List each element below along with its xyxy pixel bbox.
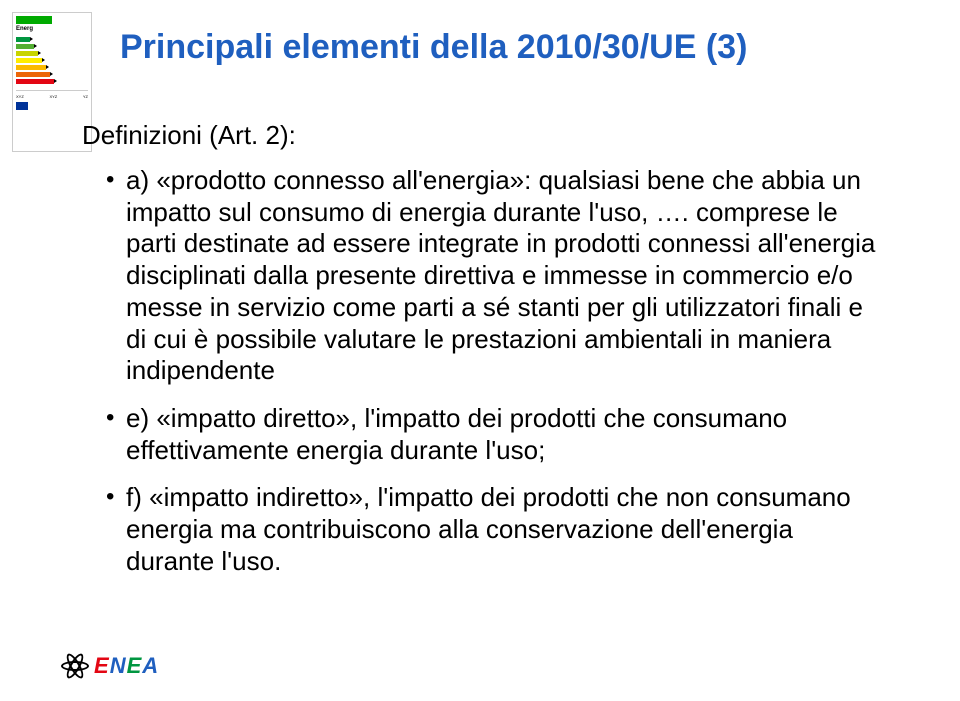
label-bottom-1: XYZ [16,94,24,99]
class-a-arrow [16,37,30,42]
class-g-arrow [16,79,54,84]
label-arrows [16,36,88,84]
bullet-list: a) «prodotto connesso all'energia»: qual… [82,165,882,578]
class-d-arrow [16,58,42,63]
label-bottom-3: YZ [83,94,88,99]
content-area: Definizioni (Art. 2): a) «prodotto conne… [82,120,882,594]
slide-title: Principali elementi della 2010/30/UE (3) [120,28,747,67]
class-e-arrow [16,65,46,70]
label-bottom: XYZ XYZ YZ [16,90,88,99]
energy-label-graphic: Energ XYZ XYZ YZ [12,12,92,152]
label-top-strip [16,16,88,24]
bullet-e: e) «impatto diretto», l'impatto dei prod… [106,403,882,466]
definizioni-heading: Definizioni (Art. 2): [82,120,882,151]
enea-logo: ENEA [60,651,159,681]
bullet-f: f) «impatto indiretto», l'impatto dei pr… [106,482,882,577]
class-f-arrow [16,72,50,77]
label-brand: Energ [16,26,88,32]
eu-flag-icon [16,102,28,110]
bullet-a: a) «prodotto connesso all'energia»: qual… [106,165,882,387]
atom-icon [60,651,90,681]
class-b-arrow [16,44,34,49]
logo-text: ENEA [94,653,159,679]
label-bottom-2: XYZ [49,94,57,99]
class-c-arrow [16,51,38,56]
